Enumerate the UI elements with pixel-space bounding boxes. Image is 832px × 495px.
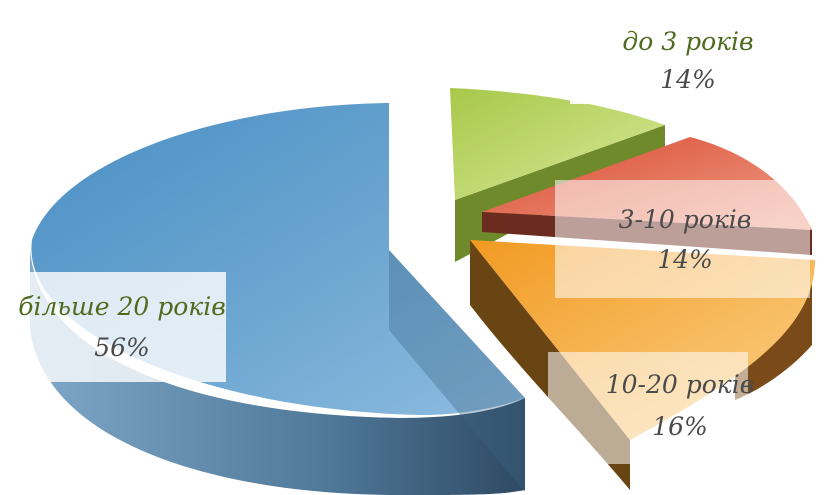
slice-green <box>450 88 665 200</box>
label-name-10-20: 10-20 років <box>606 370 755 399</box>
label-value-20plus: 56% <box>94 333 150 362</box>
slice-side-blue <box>30 250 525 495</box>
label-name-3-10: 3-10 років <box>619 205 752 234</box>
label-value-3-10: 14% <box>657 245 713 274</box>
label-value-do3: 14% <box>660 65 716 94</box>
slice-blue-ridge <box>389 103 525 492</box>
label-box-do3 <box>570 6 808 104</box>
label-name-20plus: більше 20 років <box>18 292 226 321</box>
label-box-20plus <box>18 272 226 382</box>
label-value-10-20: 16% <box>652 412 708 441</box>
label-box-3-10 <box>555 180 810 298</box>
label-name-do3: до 3 років <box>622 27 753 56</box>
label-box-10-20 <box>548 352 748 464</box>
